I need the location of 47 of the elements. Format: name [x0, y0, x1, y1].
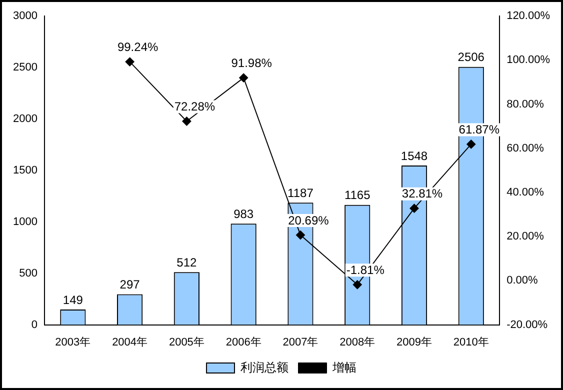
y2-tick-label: 0.00%	[506, 274, 538, 287]
y2-tick-label: 20.00%	[506, 230, 544, 243]
y2-tick-label: -20.00%	[506, 318, 548, 331]
data-label: 1548	[400, 148, 428, 163]
y2-tick-label: 60.00%	[506, 142, 544, 154]
y-tick-label: 500	[19, 267, 38, 280]
x-tick-label: 2005年	[168, 336, 204, 348]
legend-label: 利润总额	[240, 360, 288, 374]
data-label: 91.98%	[231, 56, 272, 70]
point	[352, 280, 362, 290]
point	[466, 140, 476, 149]
point	[125, 57, 134, 66]
x-tick-label: 2004年	[112, 336, 148, 348]
data-label: 20.69%	[288, 213, 330, 228]
point	[239, 73, 248, 82]
data-label: -1.81%	[346, 262, 385, 277]
data-label: 32.81%	[402, 186, 443, 201]
y2-tick-label: 100.00%	[506, 54, 550, 66]
x-tick-label: 2010年	[453, 336, 489, 348]
data-label: 983	[234, 206, 254, 221]
point	[410, 204, 419, 213]
y2-tick-label: 80.00%	[506, 98, 544, 110]
y-tick-label: 1500	[12, 164, 38, 176]
point	[296, 230, 305, 240]
data-label: 297	[120, 278, 140, 292]
y-tick-label: 2500	[12, 62, 38, 74]
x-tick-label: 2007年	[282, 336, 318, 348]
x-tick-label: 2008年	[340, 336, 376, 348]
data-label: 1187	[288, 186, 314, 200]
y2-tick-label: 120.00%	[506, 10, 550, 22]
x-tick-label: 2009年	[396, 336, 432, 348]
y-tick-label: 3000	[12, 10, 38, 22]
data-label: 1165	[344, 188, 371, 202]
y-tick-label: 2000	[12, 112, 38, 125]
point	[182, 116, 192, 126]
x-tick-label: 2003年	[55, 336, 91, 348]
data-label: 512	[176, 255, 198, 270]
data-label: 149	[62, 292, 84, 307]
data-label: 99.24%	[117, 40, 158, 54]
data-label: 2506	[458, 50, 485, 64]
y2-tick-label: 40.00%	[506, 186, 544, 198]
y-tick-label: 1000	[12, 216, 38, 228]
legend-label: 增幅	[332, 360, 356, 374]
data-label: 61.87%	[458, 122, 500, 137]
y-tick-label: 0	[31, 318, 38, 331]
data-label: 72.28%	[174, 100, 216, 114]
x-tick-label: 2006年	[226, 336, 262, 348]
